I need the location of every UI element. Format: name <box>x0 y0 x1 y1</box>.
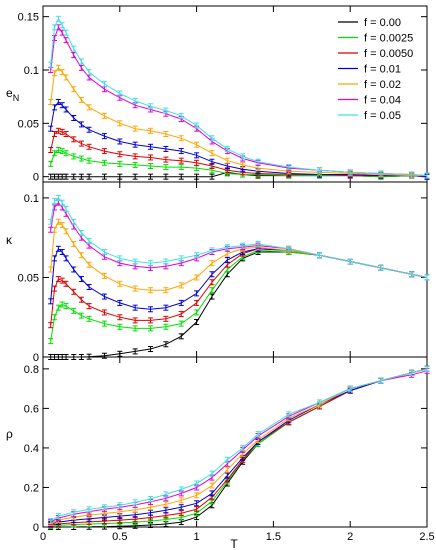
legend-label: f = 0.02 <box>364 79 401 91</box>
ylabel-kappa: κ <box>6 233 13 247</box>
ytick-label: 0.1 <box>24 193 39 205</box>
xtick-label: 1 <box>194 531 200 543</box>
ytick-label: 0 <box>33 352 39 364</box>
panel-kappa: 0 0.05 0.1 κ <box>6 181 430 364</box>
series-line <box>50 368 428 522</box>
legend-label: f = 0.01 <box>364 64 401 76</box>
xlabel: T <box>230 537 238 550</box>
ytick-label: 0.05 <box>18 118 39 130</box>
ytick-label: 0.15 <box>18 12 39 24</box>
series-line <box>50 251 428 358</box>
xtick-label: 2.5 <box>419 531 434 543</box>
series-line <box>50 370 428 523</box>
ytick-label: 0.6 <box>24 403 39 415</box>
legend-label: f = 0.0025 <box>364 33 413 45</box>
series-line <box>50 368 428 526</box>
legend-label: f = 0.0050 <box>364 48 413 60</box>
series-line <box>50 368 428 527</box>
series-line <box>50 368 428 525</box>
ylabel-energy: eN <box>6 86 19 103</box>
legend-label: f = 0.04 <box>364 95 401 107</box>
legend: f = 0.00 f = 0.0025 f = 0.0050 f = 0.01 f = … <box>338 17 413 122</box>
xtick-label: 0 <box>40 531 46 543</box>
series-line <box>50 249 428 342</box>
xtick-label: 0.5 <box>112 531 127 543</box>
panel-kappa-frame <box>42 181 428 358</box>
ytick-label: 0 <box>33 172 39 184</box>
ytick-label: 0.05 <box>18 272 39 284</box>
xtick-label: 2 <box>347 531 353 543</box>
panel-rho: 0 0.2 0.4 0.6 0.8 0 0.5 1 1.5 2 2.5 ρ T <box>6 356 435 550</box>
series-line <box>50 368 428 528</box>
ytick-label: 0.8 <box>24 364 39 376</box>
ytick-label: 0.1 <box>24 65 39 77</box>
ytick-label: 0.4 <box>24 443 39 455</box>
ylabel-rho: ρ <box>6 427 13 441</box>
series-line <box>50 197 428 278</box>
panel-rho-frame <box>42 356 428 528</box>
legend-label: f = 0.05 <box>364 110 401 122</box>
ytick-label: 0 <box>33 522 39 534</box>
series-line <box>50 368 428 524</box>
ytick-label: 0.2 <box>24 482 39 494</box>
legend-label: f = 0.00 <box>364 17 401 29</box>
series-line <box>50 201 428 278</box>
xtick-label: 1.5 <box>266 531 281 543</box>
series-line <box>50 130 428 178</box>
